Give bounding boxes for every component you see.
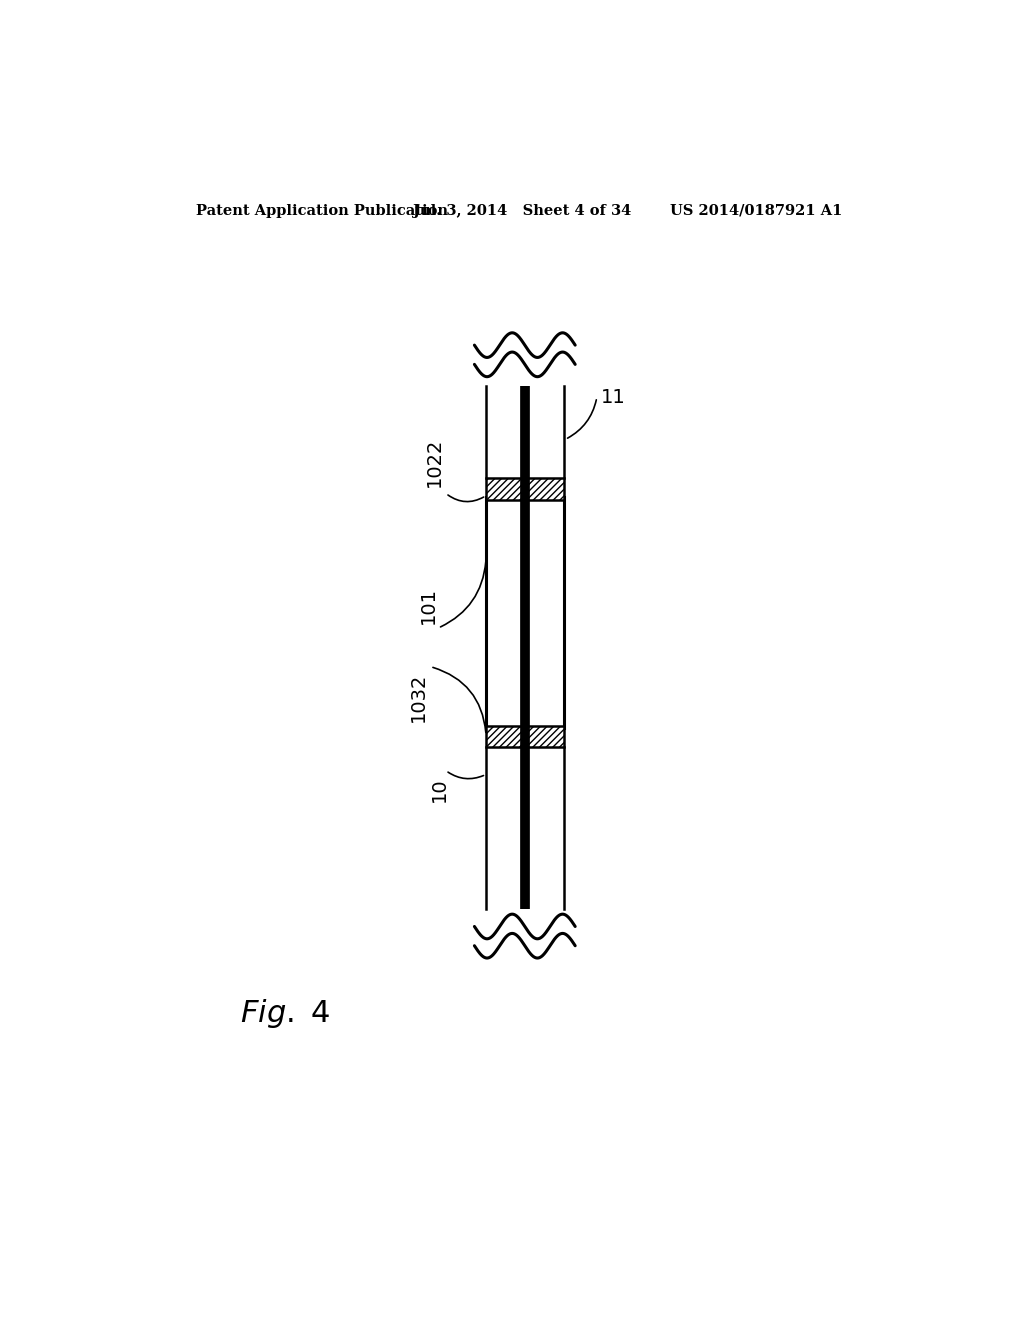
- Text: US 2014/0187921 A1: US 2014/0187921 A1: [671, 203, 843, 218]
- Bar: [486, 498, 563, 729]
- Bar: [486, 478, 563, 499]
- Text: Patent Application Publication: Patent Application Publication: [197, 203, 449, 218]
- Text: 1032: 1032: [410, 673, 428, 722]
- Text: 11: 11: [601, 388, 626, 407]
- Text: 101: 101: [419, 586, 437, 623]
- Text: Jul. 3, 2014   Sheet 4 of 34: Jul. 3, 2014 Sheet 4 of 34: [414, 203, 632, 218]
- Text: 1022: 1022: [425, 438, 443, 487]
- Bar: [486, 726, 563, 747]
- Text: 10: 10: [430, 777, 450, 803]
- Text: $\mathit{Fig.}\ 4$: $\mathit{Fig.}\ 4$: [241, 997, 331, 1030]
